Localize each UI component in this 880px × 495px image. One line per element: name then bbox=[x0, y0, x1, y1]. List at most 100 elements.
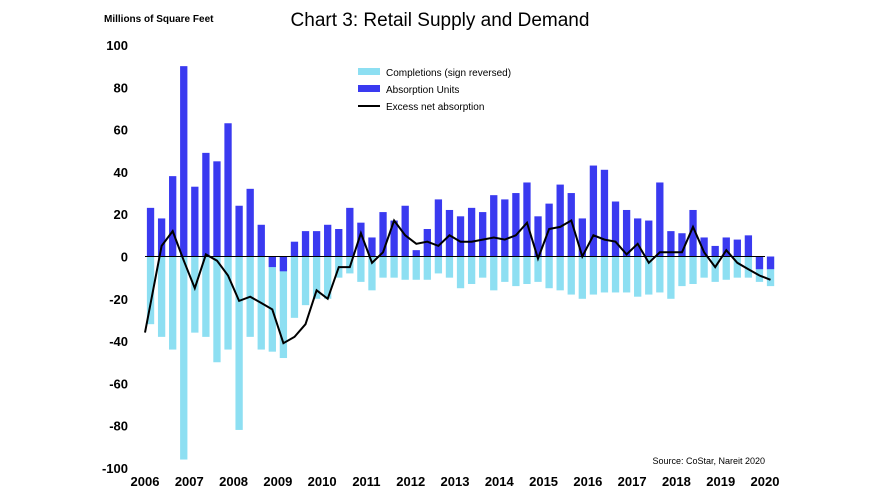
absorption-bar bbox=[711, 245, 719, 257]
absorption-bar bbox=[357, 222, 365, 257]
chart-title: Chart 3: Retail Supply and Demand bbox=[291, 10, 590, 31]
completions-bar bbox=[600, 256, 609, 293]
completions-bar bbox=[157, 256, 166, 337]
completions-bar bbox=[279, 256, 288, 359]
completions-bar bbox=[467, 256, 476, 284]
absorption-bar bbox=[556, 184, 564, 257]
x-tick-label: 2020 bbox=[751, 474, 780, 489]
x-tick-label: 2006 bbox=[131, 474, 160, 489]
absorption-bar bbox=[744, 235, 753, 257]
absorption-bar bbox=[534, 216, 542, 257]
completions-bar bbox=[545, 256, 553, 289]
absorption-bar bbox=[324, 224, 332, 257]
absorption-bar bbox=[445, 209, 454, 257]
y-tick-label: 80 bbox=[114, 80, 128, 95]
absorption-bar bbox=[766, 256, 775, 270]
absorption-bar bbox=[434, 199, 443, 257]
completions-bar bbox=[224, 256, 232, 350]
absorption-bar bbox=[401, 205, 409, 257]
completions-bar bbox=[456, 256, 465, 289]
absorption-bar bbox=[368, 237, 376, 257]
legend-label-excess: Excess net absorption bbox=[386, 102, 484, 113]
completions-bar bbox=[656, 256, 664, 293]
absorption-bar bbox=[467, 207, 476, 257]
absorption-bar bbox=[733, 239, 741, 257]
completions-bar bbox=[401, 256, 409, 280]
absorption-bar bbox=[634, 218, 642, 257]
completions-bar bbox=[412, 256, 420, 280]
completions-bar bbox=[689, 256, 697, 284]
absorption-bar bbox=[390, 220, 398, 257]
y-tick-label: -100 bbox=[102, 461, 128, 476]
x-tick-label: 2019 bbox=[706, 474, 735, 489]
completions-bar bbox=[268, 256, 276, 352]
absorption-bar bbox=[335, 229, 343, 257]
absorption-bar bbox=[456, 216, 465, 257]
legend: Completions (sign reversed) Absorption U… bbox=[358, 68, 511, 113]
completions-bar bbox=[589, 256, 598, 295]
source-note: Source: CoStar, Nareit 2020 bbox=[652, 456, 765, 466]
completions-bar bbox=[368, 256, 376, 291]
completions-bar bbox=[146, 256, 155, 325]
completions-bar bbox=[501, 256, 509, 282]
absorption-bar bbox=[689, 209, 697, 257]
absorption-bar bbox=[600, 169, 609, 257]
x-tick-label: 2014 bbox=[485, 474, 515, 489]
absorption-bar bbox=[213, 161, 221, 257]
absorption-bar bbox=[157, 218, 166, 257]
completions-bar bbox=[634, 256, 642, 297]
x-tick-label: 2010 bbox=[308, 474, 337, 489]
completions-bars bbox=[146, 256, 775, 460]
completions-bar bbox=[390, 256, 398, 278]
completions-bar bbox=[578, 256, 586, 299]
completions-bar bbox=[622, 256, 631, 293]
x-tick-label: 2007 bbox=[175, 474, 204, 489]
absorption-bar bbox=[501, 199, 509, 257]
completions-bar bbox=[523, 256, 531, 284]
y-tick-label: -20 bbox=[109, 292, 128, 307]
absorption-bar bbox=[700, 237, 708, 257]
completions-bar bbox=[169, 256, 177, 350]
absorption-bar bbox=[379, 212, 387, 257]
absorption-bar bbox=[490, 195, 498, 257]
absorption-bar bbox=[312, 231, 321, 257]
legend-swatch-absorption bbox=[358, 85, 380, 92]
completions-bar bbox=[301, 256, 310, 306]
x-tick-label: 2012 bbox=[396, 474, 425, 489]
absorption-bar bbox=[191, 186, 199, 257]
absorption-bar bbox=[656, 182, 664, 257]
y-tick-label: -80 bbox=[109, 419, 128, 434]
absorption-bar bbox=[645, 220, 653, 257]
absorption-bar bbox=[346, 207, 354, 257]
completions-bar bbox=[766, 256, 775, 287]
absorption-bar bbox=[611, 201, 620, 257]
y-tick-label: 60 bbox=[114, 123, 128, 138]
excess-net-absorption-line bbox=[144, 218, 771, 345]
absorption-bar bbox=[512, 193, 520, 257]
completions-bar bbox=[434, 256, 443, 274]
x-tick-label: 2009 bbox=[263, 474, 292, 489]
completions-bar bbox=[733, 256, 741, 278]
y-unit-label: Millions of Square Feet bbox=[104, 14, 214, 25]
absorption-bar bbox=[722, 237, 730, 257]
completions-bar bbox=[678, 256, 686, 287]
completions-bar bbox=[567, 256, 575, 295]
x-tick-label: 2017 bbox=[618, 474, 647, 489]
completions-bar bbox=[700, 256, 708, 278]
absorption-bar bbox=[257, 224, 265, 257]
legend-swatch-completions bbox=[358, 68, 380, 75]
x-axis: 2006 2007 2008 2009 2010 2011 2012 2013 2014 2015… bbox=[131, 474, 780, 489]
absorption-bar bbox=[412, 250, 420, 257]
completions-bar bbox=[202, 256, 210, 337]
absorption-bar bbox=[169, 176, 177, 257]
completions-bar bbox=[722, 256, 730, 280]
absorption-bar bbox=[146, 207, 155, 257]
absorption-bar bbox=[479, 212, 487, 257]
completions-bar bbox=[744, 256, 753, 278]
absorption-bar bbox=[589, 165, 598, 257]
y-tick-label: -60 bbox=[109, 376, 128, 391]
completions-bar bbox=[611, 256, 620, 293]
completions-bar bbox=[534, 256, 542, 282]
x-tick-label: 2018 bbox=[662, 474, 691, 489]
